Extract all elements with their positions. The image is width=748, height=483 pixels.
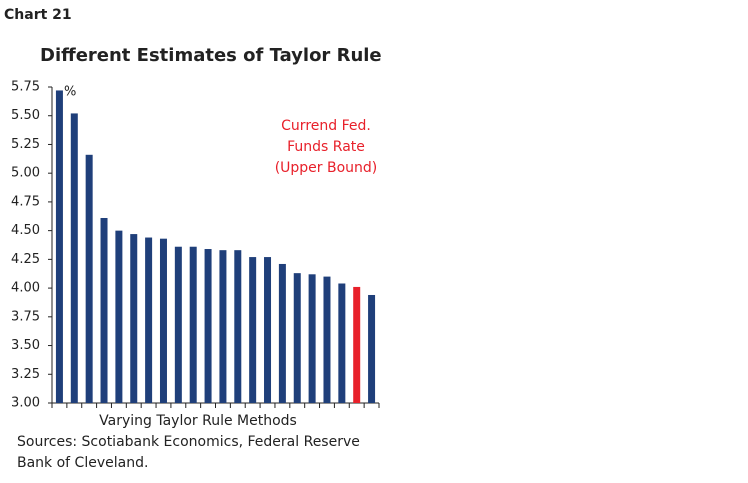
y-tick-label: 5.00: [11, 166, 40, 181]
bar: [70, 113, 78, 404]
bar: [115, 230, 123, 403]
y-tick-label: 5.25: [11, 137, 40, 152]
y-tick-label: 3.25: [11, 367, 40, 382]
bar: [145, 237, 153, 403]
source: Sources: Scotiabank Economics, Federal R…: [17, 434, 360, 450]
bar: [159, 238, 167, 403]
bar: [249, 257, 257, 403]
bar: [368, 294, 376, 403]
y-tick-label: 5.75: [11, 80, 40, 95]
bar: [100, 217, 108, 403]
bar: [189, 246, 197, 403]
bar: [234, 250, 242, 403]
chart-title: Different Estimates of Taylor Rule: [40, 45, 382, 66]
y-tick-label: 3.50: [11, 338, 40, 353]
bar: [264, 257, 272, 403]
bar: [174, 246, 182, 403]
x-axis-label: Varying Taylor Rule Methods: [99, 413, 297, 429]
annotation: Currend Fed.: [281, 118, 371, 134]
bar: [353, 286, 361, 403]
source: Bank of Cleveland.: [17, 455, 148, 471]
y-tick-label: 4.25: [11, 252, 40, 267]
y-tick-label: 3.00: [11, 396, 40, 411]
y-tick-label: 4.75: [11, 194, 40, 209]
y-tick-label: 4.00: [11, 281, 40, 296]
bar: [308, 274, 316, 403]
bar: [338, 283, 346, 403]
bar: [293, 273, 301, 403]
annotation: Funds Rate: [287, 139, 365, 155]
bar: [85, 154, 93, 403]
bar: [278, 263, 286, 403]
y-tick-label: 3.75: [11, 309, 40, 324]
annotation: (Upper Bound): [275, 160, 378, 176]
bar: [204, 249, 212, 403]
y-unit: %: [64, 85, 76, 100]
bar: [55, 90, 63, 404]
bar: [219, 250, 227, 403]
y-tick-label: 4.50: [11, 223, 40, 238]
bar: [130, 234, 138, 403]
chart-label: Chart 21: [4, 7, 72, 23]
bar: [323, 276, 331, 403]
y-tick-label: 5.50: [11, 108, 40, 123]
